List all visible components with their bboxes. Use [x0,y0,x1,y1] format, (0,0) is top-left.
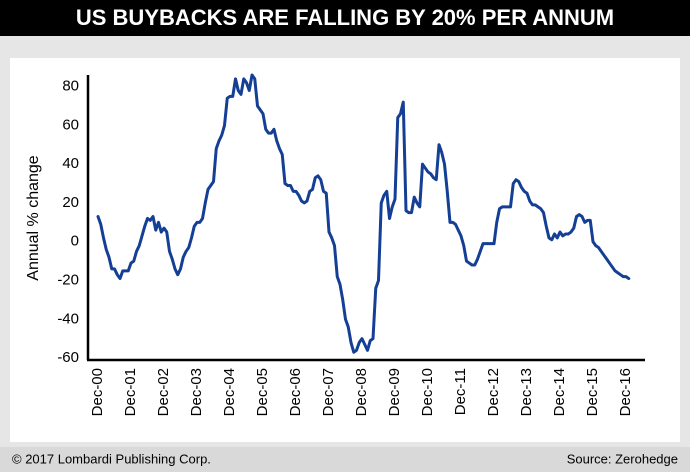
y-tick-label: 60 [62,116,79,133]
x-tick-label: Dec-16 [617,368,634,416]
copyright: © 2017 Lombardi Publishing Corp. [12,451,211,466]
x-tick-label: Dec-04 [221,368,238,416]
y-tick-label: -40 [57,310,79,327]
x-tick-label: Dec-11 [452,368,469,415]
x-tick-label: Dec-00 [89,368,106,416]
y-tick-label: -20 [57,271,79,288]
x-tick-label: Dec-13 [518,368,535,416]
x-tick-label: Dec-01 [122,368,139,416]
x-tick-label: Dec-05 [254,368,271,416]
y-axis-label: Annual % change [25,155,42,281]
y-tick-label: 0 [71,233,79,250]
y-tick-label: 40 [62,155,79,172]
x-tick-label: Dec-07 [320,368,337,416]
x-tick-label: Dec-10 [419,368,436,416]
x-tick-label: Dec-09 [386,368,403,416]
x-tick-label: Dec-02 [155,368,172,416]
y-tick-label: 20 [62,194,79,211]
x-tick-label: Dec-12 [485,368,502,416]
title-bar [0,0,690,36]
x-tick-label: Dec-08 [353,368,370,416]
x-tick-label: Dec-06 [287,368,304,416]
plot-panel [10,58,680,442]
x-tick-label: Dec-03 [188,368,205,416]
y-tick-label: -60 [57,349,79,366]
x-tick-label: Dec-15 [584,368,601,416]
data-line [96,73,631,354]
source: Source: Zerohedge [567,451,678,466]
footer-bar [0,447,690,472]
y-tick-label: 80 [62,78,79,95]
chart-title: US BUYBACKS ARE FALLING BY 20% PER ANNUM [76,5,614,30]
x-tick-label: Dec-14 [551,368,568,416]
